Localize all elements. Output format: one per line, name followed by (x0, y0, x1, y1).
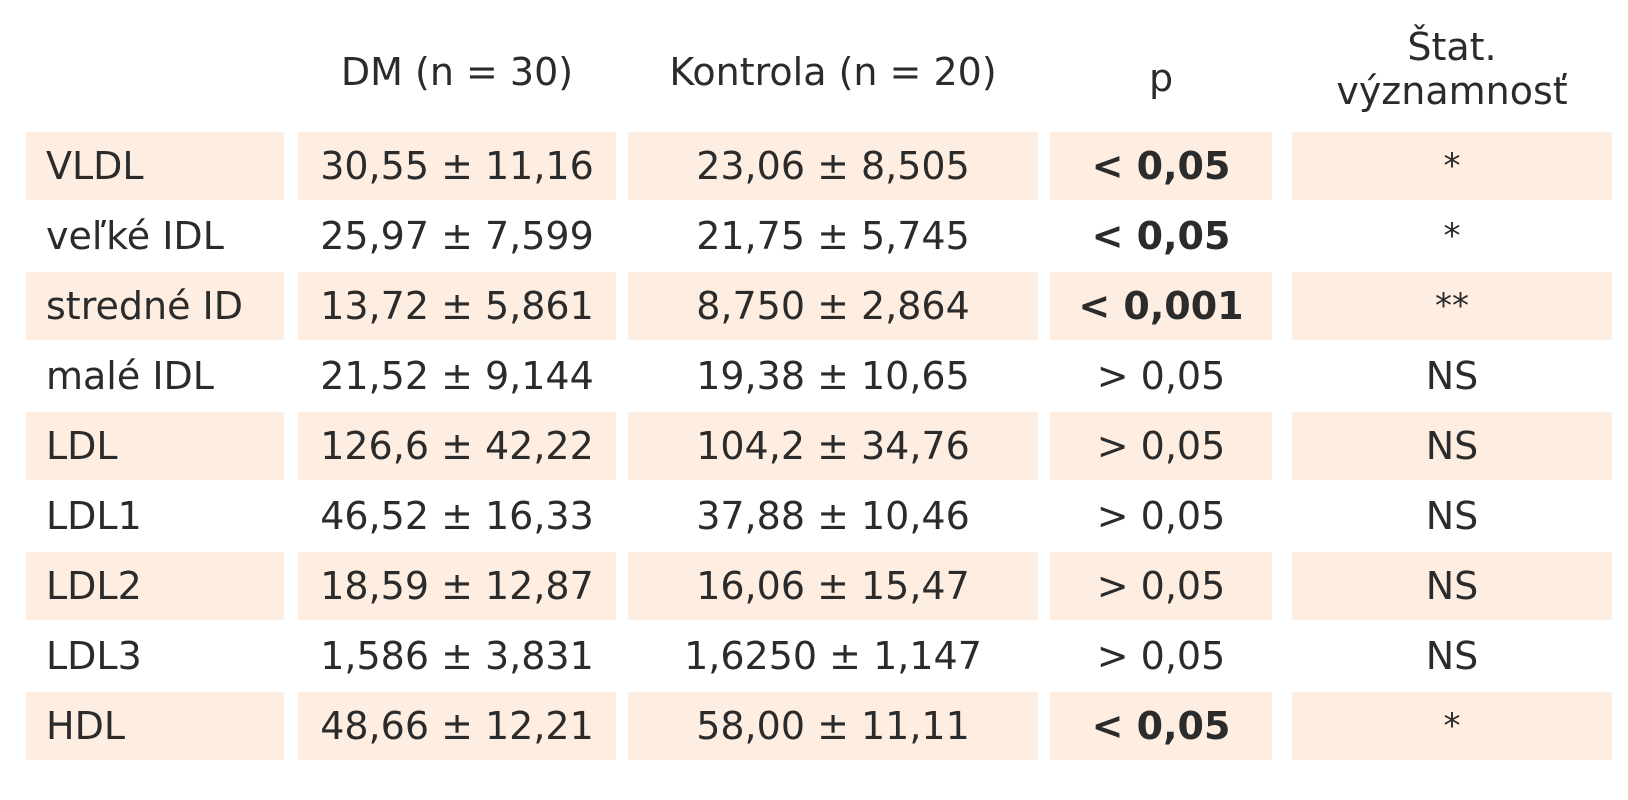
cell-p: > 0,05 (1096, 494, 1226, 538)
cell-stat: NS (1292, 552, 1612, 620)
cell-stat: NS (1425, 354, 1479, 398)
cell-kontrola: 19,38 ± 10,65 (696, 354, 970, 398)
cell-p: > 0,05 (1096, 354, 1226, 398)
cell-kontrola: 8,750 ± 2,864 (628, 272, 1038, 340)
cell-kontrola: 37,88 ± 10,46 (696, 494, 970, 538)
cell-label: LDL2 (26, 552, 284, 620)
header-p: p (1148, 56, 1174, 100)
cell-stat: * (1292, 692, 1612, 760)
header-stat-line2: významnosť (1336, 69, 1568, 113)
cell-p: < 0,05 (1050, 692, 1272, 760)
cell-p: > 0,05 (1050, 552, 1272, 620)
cell-dm: 18,59 ± 12,87 (298, 552, 616, 620)
cell-kontrola: 23,06 ± 8,505 (628, 132, 1038, 200)
header-dm: DM (n = 30) (340, 50, 574, 94)
cell-dm: 1,586 ± 3,831 (320, 634, 594, 678)
cell-label: HDL (26, 692, 284, 760)
cell-p: > 0,05 (1050, 412, 1272, 480)
header-kontrola: Kontrola (n = 20) (669, 50, 997, 94)
cell-p: < 0,001 (1050, 272, 1272, 340)
cell-label: stredné ID (26, 272, 284, 340)
cell-dm: 46,52 ± 16,33 (320, 494, 594, 538)
cell-dm: 48,66 ± 12,21 (298, 692, 616, 760)
cell-stat: ** (1292, 272, 1612, 340)
cell-stat: * (1292, 132, 1612, 200)
cell-p: < 0,05 (1050, 132, 1272, 200)
cell-dm: 21,52 ± 9,144 (320, 354, 594, 398)
cell-kontrola: 104,2 ± 34,76 (628, 412, 1038, 480)
cell-kontrola: 58,00 ± 11,11 (628, 692, 1038, 760)
cell-label: LDL1 (46, 494, 142, 538)
cell-label: LDL3 (46, 634, 142, 678)
cell-stat: NS (1425, 634, 1479, 678)
cell-stat: NS (1425, 494, 1479, 538)
cell-p: < 0,05 (1091, 214, 1231, 258)
header-stat-line1: Štat. (1407, 25, 1497, 69)
cell-label: veľké IDL (46, 214, 224, 258)
cell-dm: 30,55 ± 11,16 (298, 132, 616, 200)
cell-kontrola: 16,06 ± 15,47 (628, 552, 1038, 620)
cell-label: malé IDL (46, 354, 214, 398)
cell-dm: 13,72 ± 5,861 (298, 272, 616, 340)
cell-stat: * (1443, 216, 1461, 256)
cell-p: > 0,05 (1096, 634, 1226, 678)
cell-dm: 25,97 ± 7,599 (320, 214, 594, 258)
cell-dm: 126,6 ± 42,22 (298, 412, 616, 480)
cell-kontrola: 1,6250 ± 1,147 (684, 634, 982, 678)
cell-kontrola: 21,75 ± 5,745 (696, 214, 970, 258)
header-stat: Štat. významnosť (1292, 14, 1612, 124)
cell-label: LDL (26, 412, 284, 480)
cell-label: VLDL (26, 132, 284, 200)
cell-stat: NS (1292, 412, 1612, 480)
